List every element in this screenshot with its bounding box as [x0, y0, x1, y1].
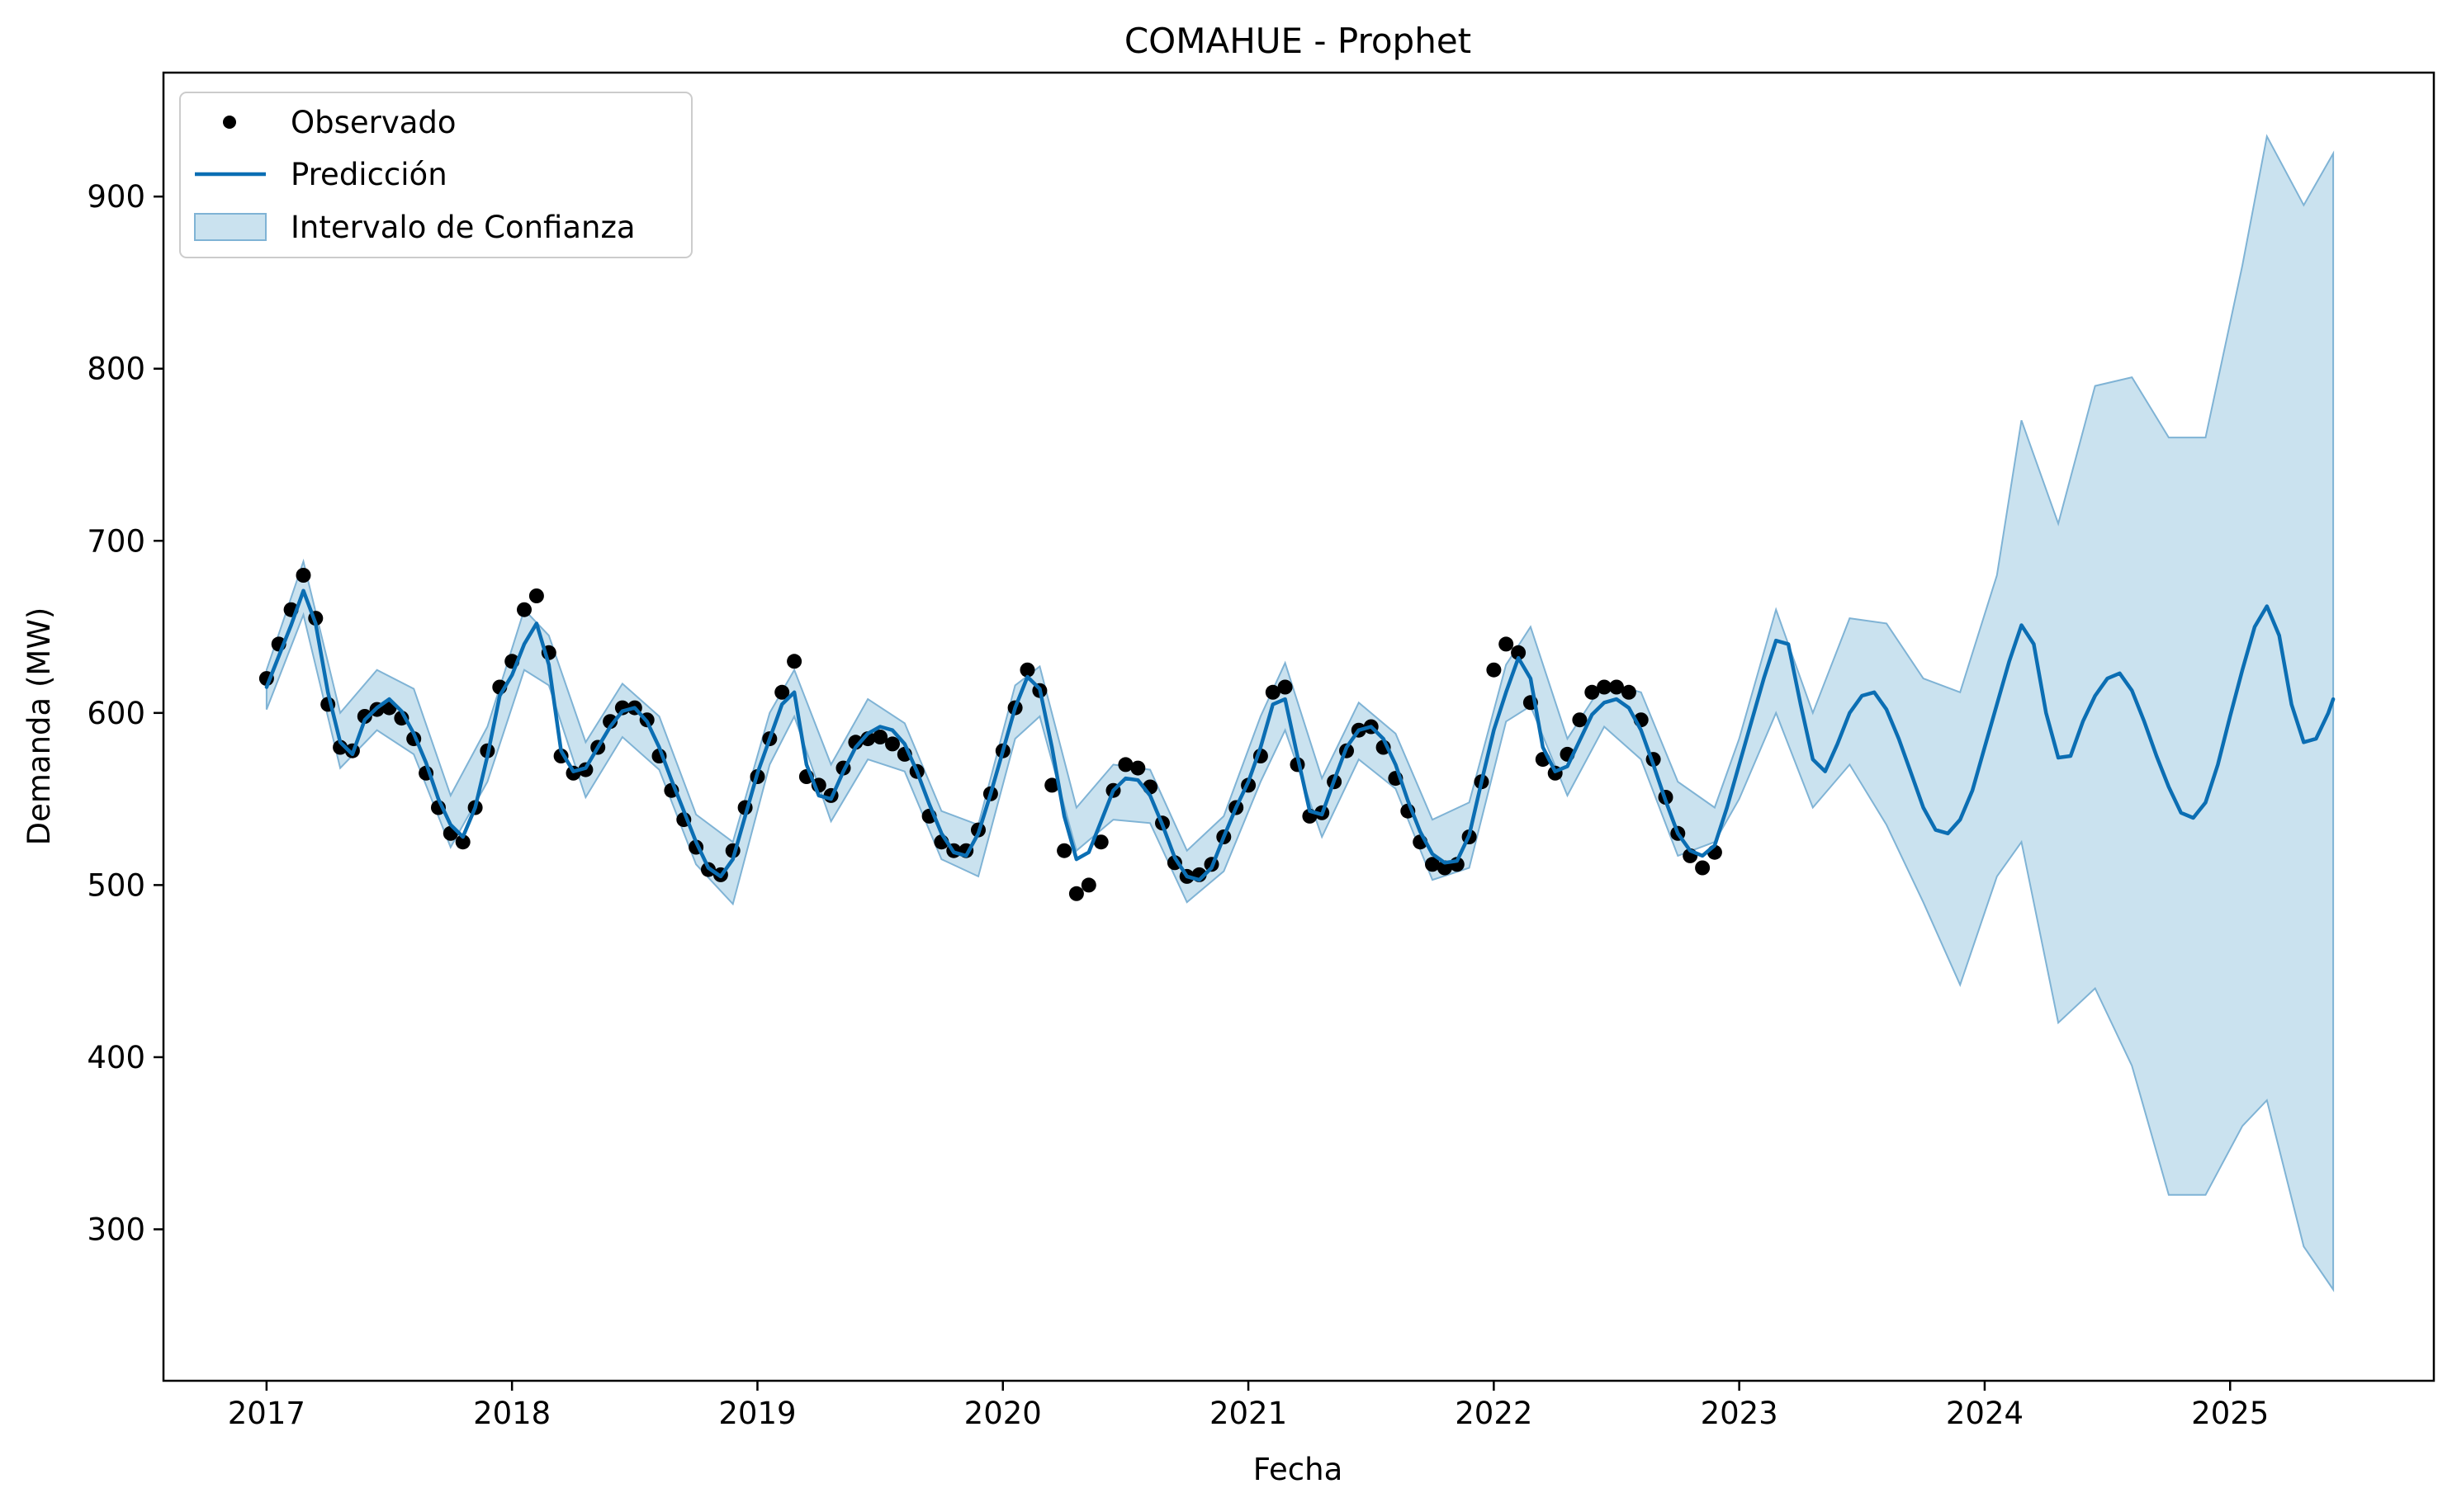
observed-point [517, 602, 532, 617]
legend-label-prediction: Predicción [291, 157, 447, 192]
x-axis: 2017 2018 2019 2020 2021 2022 2023 2024 2025 [228, 1381, 2269, 1431]
y-tick-label: 900 [87, 179, 145, 215]
y-tick-label: 700 [87, 523, 145, 559]
observed-point [1057, 843, 1072, 858]
observed-point [1093, 834, 1109, 850]
observed-point [1437, 860, 1452, 876]
observed-point [1584, 684, 1600, 700]
observed-point [603, 714, 618, 730]
y-tick-label: 600 [87, 696, 145, 731]
observed-point [1572, 712, 1588, 728]
observed-point [787, 654, 802, 669]
observed-point [296, 568, 311, 583]
observed-point [1695, 860, 1711, 876]
observed-point [1020, 662, 1035, 678]
observed-point [1609, 679, 1624, 695]
observed-point [1486, 662, 1502, 678]
observed-point [1081, 877, 1096, 893]
observed-point [885, 736, 900, 752]
observed-point [1277, 679, 1293, 695]
x-tick-label: 2021 [1209, 1396, 1287, 1431]
observed-point [1621, 684, 1636, 700]
observed-point [1044, 777, 1060, 793]
observed-point [1265, 684, 1280, 700]
observed-point [774, 684, 790, 700]
observed-point [1425, 857, 1440, 872]
x-tick-label: 2019 [718, 1396, 796, 1431]
observed-point [873, 730, 888, 744]
y-tick-label: 300 [87, 1212, 145, 1247]
x-tick-label: 2022 [1455, 1396, 1532, 1431]
observed-point [1068, 886, 1084, 901]
legend-label-interval: Intervalo de Confianza [291, 210, 636, 245]
y-tick-label: 500 [87, 867, 145, 903]
x-tick-label: 2017 [228, 1396, 305, 1431]
x-tick-label: 2018 [473, 1396, 551, 1431]
x-axis-label: Fecha [1253, 1452, 1343, 1487]
observed-point [1118, 757, 1134, 773]
x-tick-label: 2020 [964, 1396, 1042, 1431]
x-tick-label: 2025 [2191, 1396, 2269, 1431]
observed-point [357, 709, 372, 724]
prediction-line [264, 588, 2336, 882]
prediction-series [264, 588, 2336, 882]
legend-label-observed: Observado [291, 105, 457, 140]
y-tick-label: 400 [87, 1040, 145, 1075]
chart-title: COMAHUE - Prophet [1124, 21, 1471, 61]
observed-point [1130, 760, 1146, 776]
legend: Observado Predicción Intervalo de Confia… [179, 92, 693, 258]
x-tick-label: 2023 [1701, 1396, 1778, 1431]
y-axis-label: Demanda (MW) [21, 607, 57, 846]
observed-point [1597, 679, 1612, 695]
legend-box [179, 92, 693, 258]
observed-point [528, 588, 544, 603]
plot-frame [162, 71, 2435, 1382]
observed-point [1498, 636, 1514, 652]
y-tick-label: 800 [87, 352, 145, 387]
plot-area [162, 71, 2435, 1382]
x-tick-label: 2024 [1946, 1396, 2024, 1431]
observed-point [1511, 645, 1527, 660]
legend-swatch-interval [194, 213, 267, 241]
legend-marker-observed [223, 116, 236, 129]
y-axis: 300 400 500 600 700 800 900 [87, 179, 163, 1247]
observed-point [455, 834, 471, 850]
